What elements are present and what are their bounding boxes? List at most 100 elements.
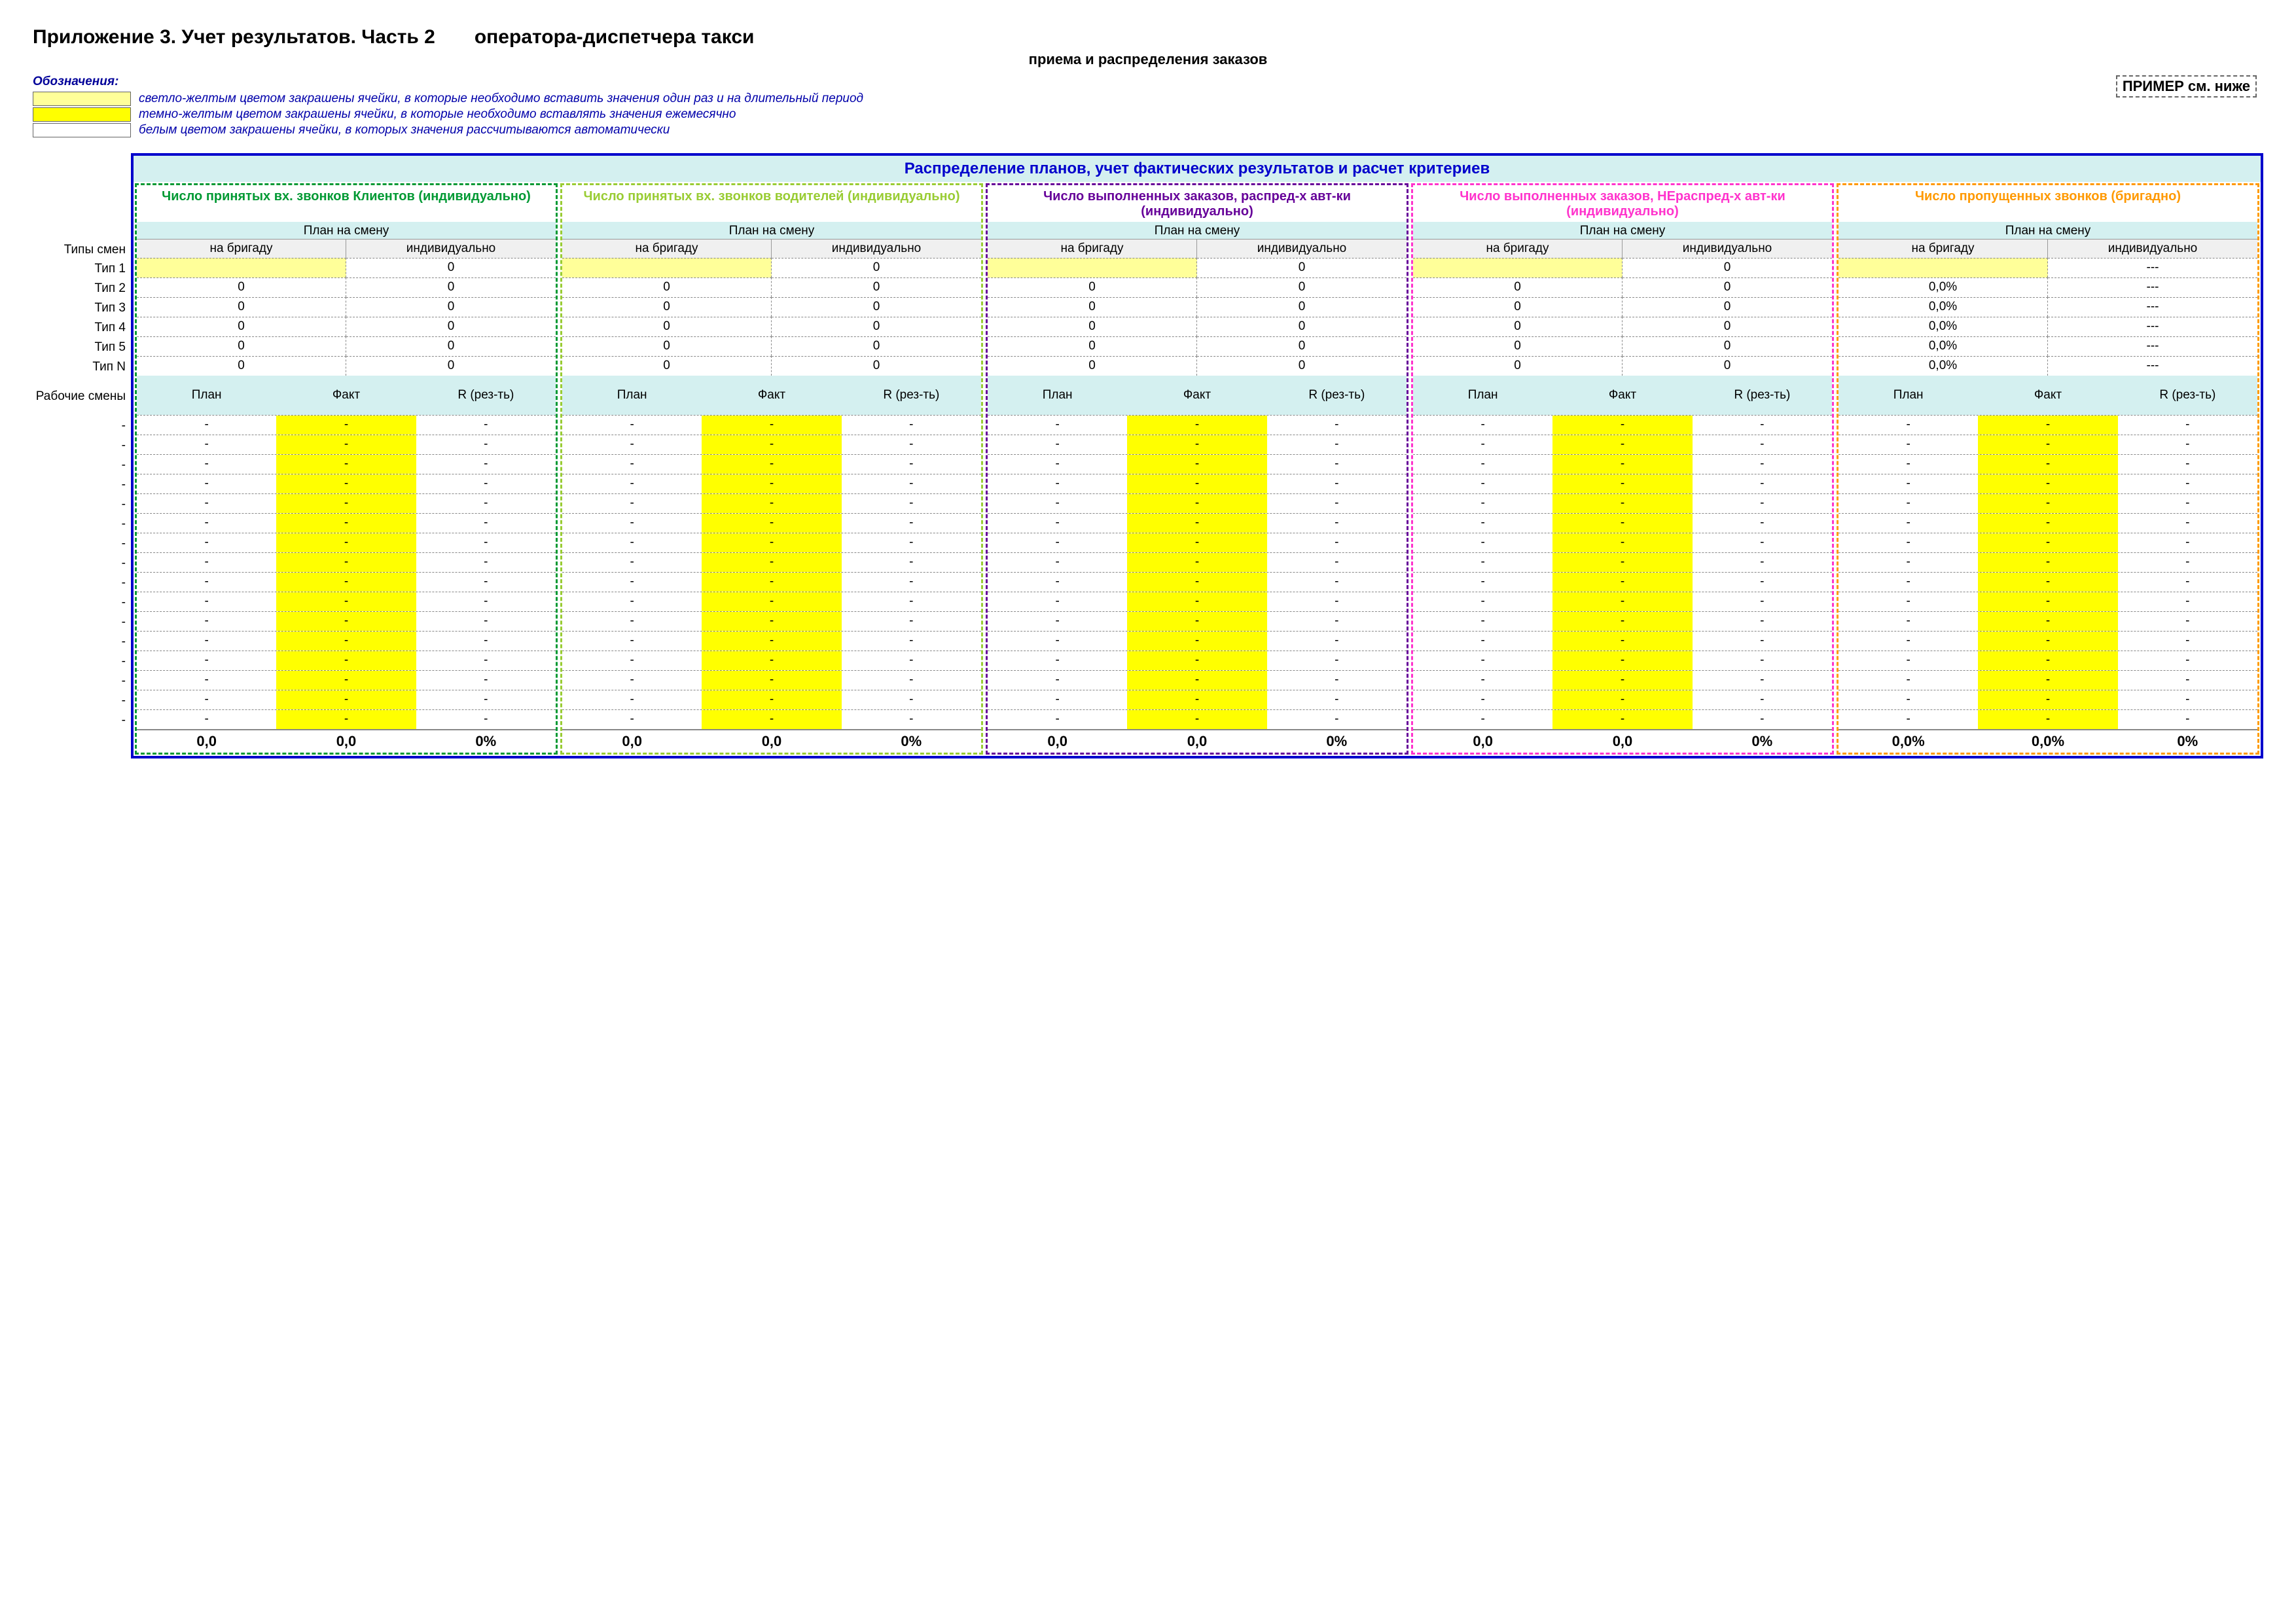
- shift-plan-cell: -: [1839, 612, 1978, 631]
- shift-fact-cell[interactable]: -: [1127, 474, 1266, 493]
- type-cell-right: 0: [346, 336, 556, 356]
- shift-fact-cell[interactable]: -: [1127, 612, 1266, 631]
- shift-fact-cell[interactable]: -: [1127, 533, 1266, 552]
- shift-fact-cell[interactable]: -: [1978, 553, 2117, 572]
- type-cell-right: ---: [2048, 356, 2257, 376]
- shift-fact-cell[interactable]: -: [1127, 455, 1266, 474]
- type-cell-left[interactable]: [1413, 258, 1623, 277]
- shift-fact-cell[interactable]: -: [1978, 533, 2117, 552]
- shift-fact-cell[interactable]: -: [1127, 514, 1266, 533]
- shift-fact-cell[interactable]: -: [1552, 494, 1692, 513]
- shift-fact-cell[interactable]: -: [276, 474, 416, 493]
- shift-fact-cell[interactable]: -: [1978, 435, 2117, 454]
- shift-fact-cell[interactable]: -: [1552, 533, 1692, 552]
- shift-fact-cell[interactable]: -: [1127, 553, 1266, 572]
- shift-fact-cell[interactable]: -: [702, 651, 841, 670]
- shift-fact-cell[interactable]: -: [276, 514, 416, 533]
- shift-fact-cell[interactable]: -: [276, 612, 416, 631]
- shift-plan-cell: -: [562, 710, 702, 729]
- shift-fact-cell[interactable]: -: [1978, 651, 2117, 670]
- sum-cell: 0%: [416, 733, 556, 750]
- shift-fact-cell[interactable]: -: [1552, 455, 1692, 474]
- shift-fact-cell[interactable]: -: [1552, 612, 1692, 631]
- type-cell-left[interactable]: [988, 258, 1197, 277]
- shift-fact-cell[interactable]: -: [702, 632, 841, 651]
- shift-fact-cell[interactable]: -: [276, 553, 416, 572]
- shift-fact-cell[interactable]: -: [702, 671, 841, 690]
- shift-fact-cell[interactable]: -: [1552, 474, 1692, 493]
- shift-fact-cell[interactable]: -: [702, 494, 841, 513]
- shift-fact-cell[interactable]: -: [702, 416, 841, 435]
- shift-fact-cell[interactable]: -: [276, 632, 416, 651]
- shift-fact-cell[interactable]: -: [1978, 416, 2117, 435]
- shift-fact-cell[interactable]: -: [702, 533, 841, 552]
- shift-fact-cell[interactable]: -: [702, 710, 841, 729]
- shift-fact-cell[interactable]: -: [1552, 416, 1692, 435]
- shift-fact-cell[interactable]: -: [1127, 651, 1266, 670]
- shift-fact-cell[interactable]: -: [702, 553, 841, 572]
- shift-fact-cell[interactable]: -: [1978, 592, 2117, 611]
- shift-r-cell: -: [416, 690, 556, 709]
- shift-fact-cell[interactable]: -: [1127, 690, 1266, 709]
- shift-plan-cell: -: [988, 514, 1127, 533]
- shift-fact-cell[interactable]: -: [1552, 435, 1692, 454]
- shift-fact-cell[interactable]: -: [702, 514, 841, 533]
- shift-fact-cell[interactable]: -: [1978, 474, 2117, 493]
- shift-fact-cell[interactable]: -: [1552, 671, 1692, 690]
- shift-fact-cell[interactable]: -: [1127, 494, 1266, 513]
- shift-plan-cell: -: [1413, 474, 1552, 493]
- shift-fact-cell[interactable]: -: [702, 592, 841, 611]
- shift-fact-cell[interactable]: -: [702, 612, 841, 631]
- shift-fact-cell[interactable]: -: [1978, 671, 2117, 690]
- pfr-header-cell: План: [137, 388, 276, 402]
- shift-fact-cell[interactable]: -: [1978, 632, 2117, 651]
- shift-fact-cell[interactable]: -: [1552, 710, 1692, 729]
- shift-fact-cell[interactable]: -: [276, 494, 416, 513]
- shift-fact-cell[interactable]: -: [1552, 514, 1692, 533]
- shift-fact-cell[interactable]: -: [1127, 632, 1266, 651]
- shift-fact-cell[interactable]: -: [1978, 710, 2117, 729]
- shift-fact-cell[interactable]: -: [276, 651, 416, 670]
- shift-r-cell: -: [2118, 455, 2257, 474]
- shift-fact-cell[interactable]: -: [276, 573, 416, 592]
- type-cell-right: ---: [2048, 258, 2257, 277]
- shift-fact-cell[interactable]: -: [702, 455, 841, 474]
- shift-r-cell: -: [1267, 455, 1407, 474]
- shift-fact-cell[interactable]: -: [1552, 690, 1692, 709]
- shift-fact-cell[interactable]: -: [276, 690, 416, 709]
- type-cell-left[interactable]: [1839, 258, 2048, 277]
- shift-fact-cell[interactable]: -: [1127, 435, 1266, 454]
- shift-fact-cell[interactable]: -: [702, 690, 841, 709]
- shift-fact-cell[interactable]: -: [1552, 592, 1692, 611]
- shift-fact-cell[interactable]: -: [276, 455, 416, 474]
- shift-fact-cell[interactable]: -: [1127, 671, 1266, 690]
- shift-fact-cell[interactable]: -: [276, 435, 416, 454]
- legend: светло-желтым цветом закрашены ячейки, в…: [33, 92, 2263, 137]
- blocks-container: Число принятых вх. звонков Клиентов (инд…: [134, 182, 2261, 756]
- shift-fact-cell[interactable]: -: [702, 573, 841, 592]
- shift-fact-cell[interactable]: -: [1552, 573, 1692, 592]
- shift-fact-cell[interactable]: -: [702, 435, 841, 454]
- shift-fact-cell[interactable]: -: [1978, 494, 2117, 513]
- type-cell-left[interactable]: [137, 258, 346, 277]
- shift-fact-cell[interactable]: -: [1978, 612, 2117, 631]
- shift-fact-cell[interactable]: -: [276, 671, 416, 690]
- shift-fact-cell[interactable]: -: [1127, 573, 1266, 592]
- shift-fact-cell[interactable]: -: [1978, 573, 2117, 592]
- shift-fact-cell[interactable]: -: [1978, 690, 2117, 709]
- shift-fact-cell[interactable]: -: [1127, 416, 1266, 435]
- shift-fact-cell[interactable]: -: [276, 592, 416, 611]
- shift-fact-cell[interactable]: -: [1552, 651, 1692, 670]
- shift-fact-cell[interactable]: -: [1978, 455, 2117, 474]
- shift-fact-cell[interactable]: -: [1552, 632, 1692, 651]
- shift-fact-cell[interactable]: -: [1552, 553, 1692, 572]
- shift-fact-cell[interactable]: -: [276, 710, 416, 729]
- shift-fact-cell[interactable]: -: [1978, 514, 2117, 533]
- shift-fact-cell[interactable]: -: [1127, 710, 1266, 729]
- shift-r-cell: -: [1693, 573, 1832, 592]
- type-cell-left[interactable]: [562, 258, 772, 277]
- shift-fact-cell[interactable]: -: [1127, 592, 1266, 611]
- shift-fact-cell[interactable]: -: [276, 533, 416, 552]
- shift-fact-cell[interactable]: -: [276, 416, 416, 435]
- shift-fact-cell[interactable]: -: [702, 474, 841, 493]
